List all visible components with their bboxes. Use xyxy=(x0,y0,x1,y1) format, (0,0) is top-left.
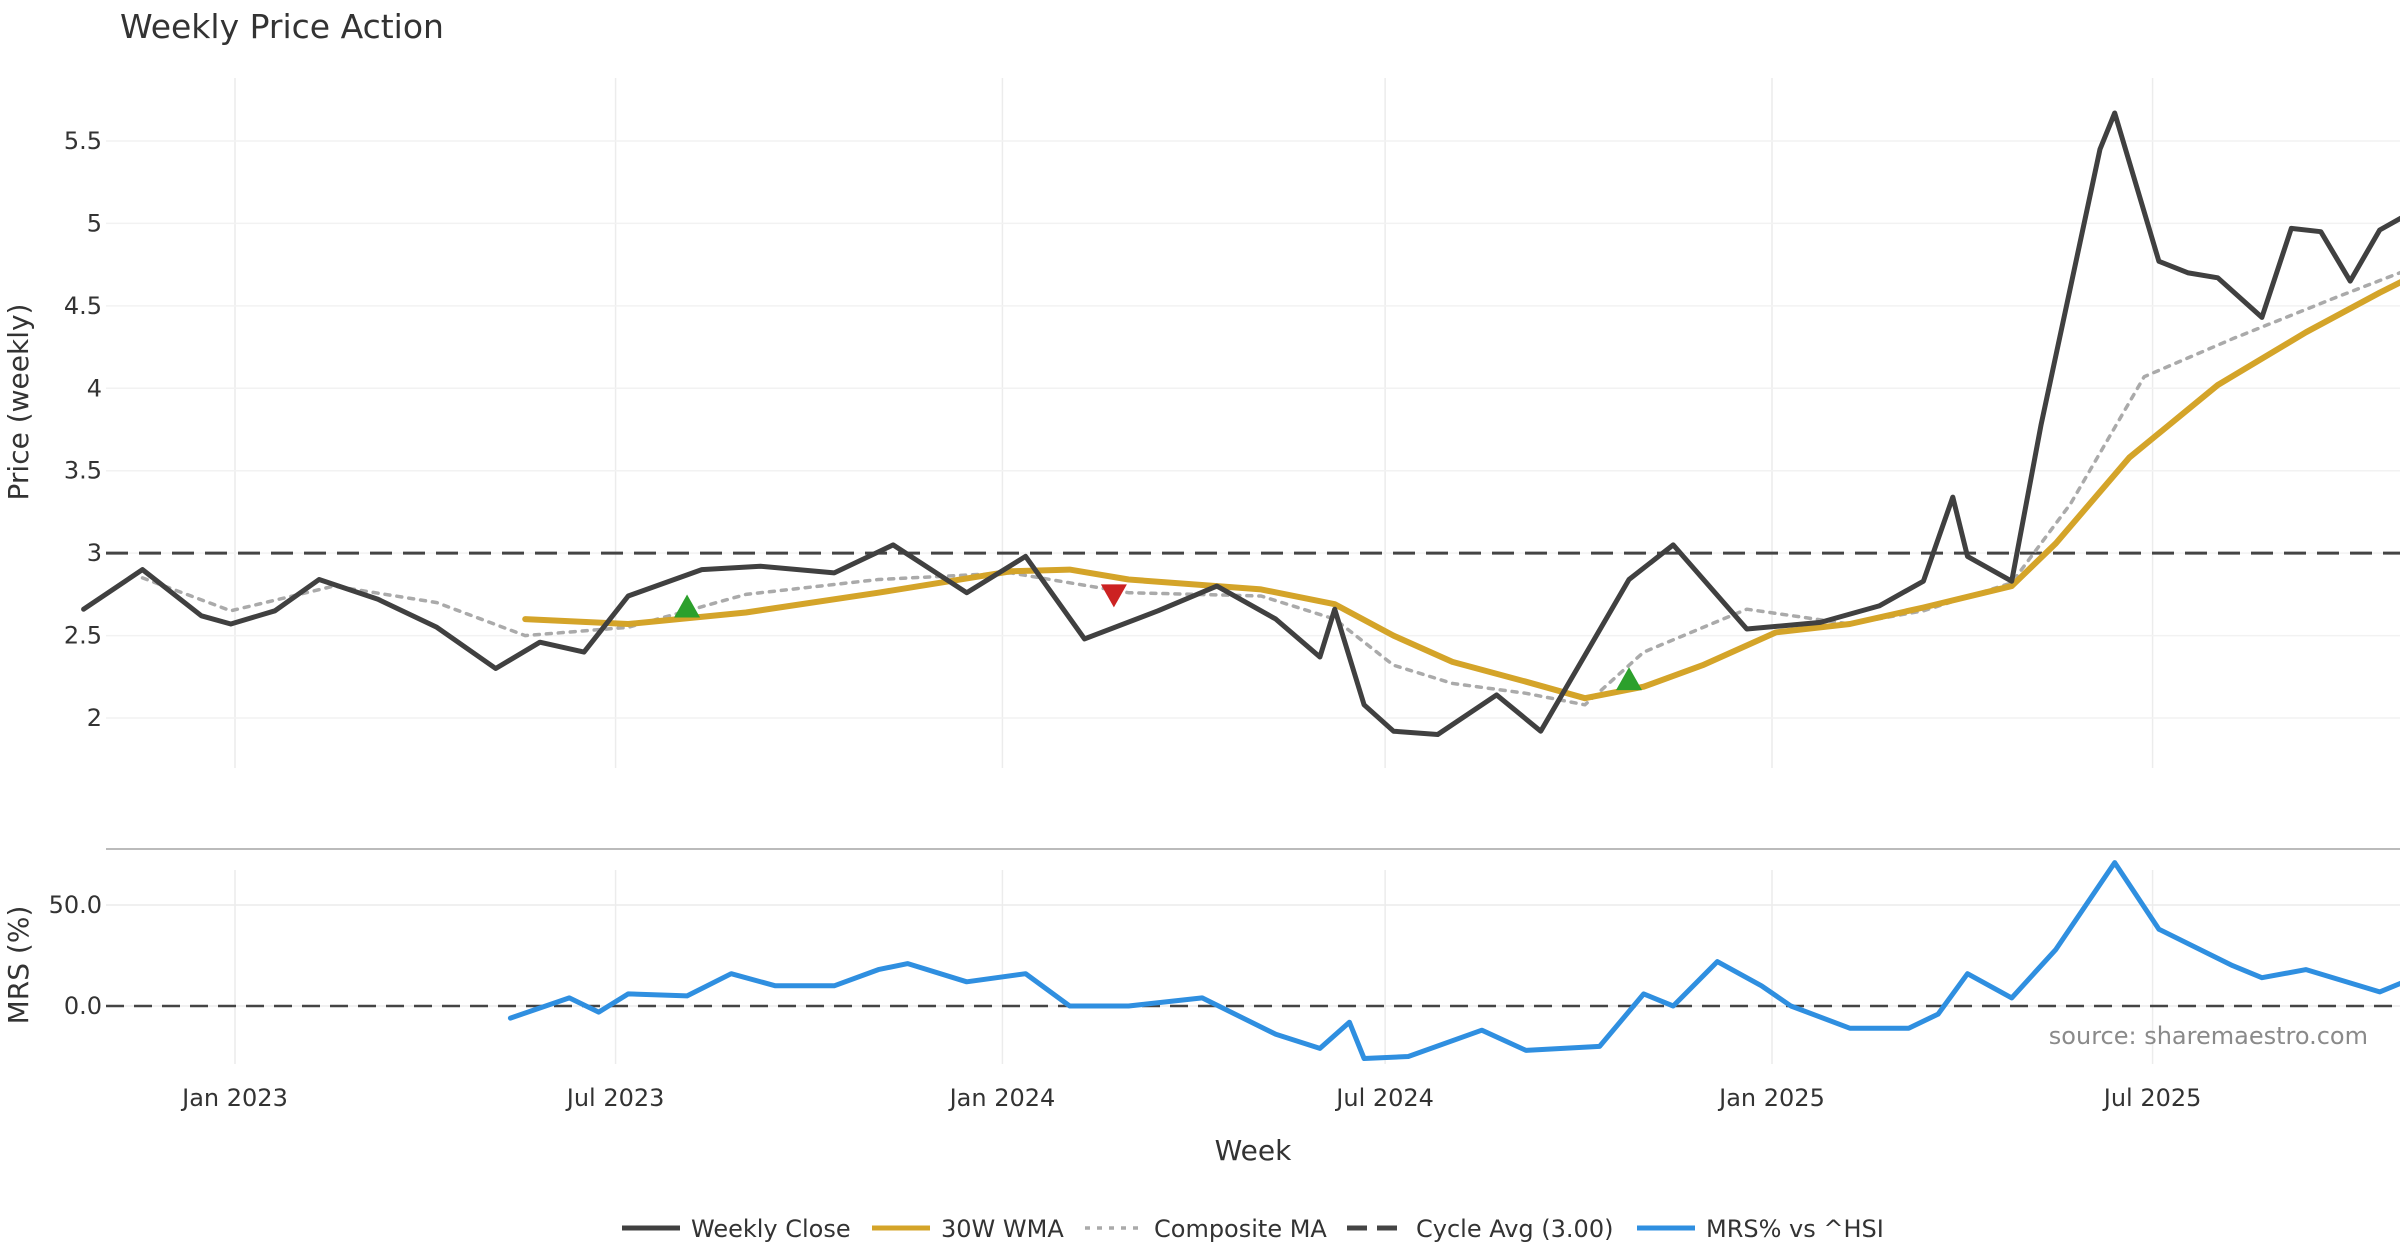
price-y-label: Price (weekly) xyxy=(2,304,35,501)
legend-item: 30W WMA xyxy=(872,1215,1064,1243)
legend: Weekly Close 30W WMA Composite MA Cycle Avg… xyxy=(622,1215,1884,1243)
x-tick-label: Jul 2023 xyxy=(565,1084,665,1112)
x-ticks: Jan 2023 Jul 2023 Jan 2024 Jul 2024 Jan 2025… xyxy=(180,1084,2201,1112)
legend-item: Composite MA xyxy=(1085,1215,1327,1243)
price-y-tick-label: 4.5 xyxy=(64,292,102,320)
price-y-tick-label: 3 xyxy=(87,539,102,567)
mrs-panel: 0.0 50.0 MRS (%) source: sharemaestro.com xyxy=(2,860,2400,1064)
x-tick-label: Jul 2024 xyxy=(1334,1084,1434,1112)
legend-item: Weekly Close xyxy=(622,1215,851,1243)
buy-signal-marker xyxy=(1616,667,1643,691)
price-y-tick-label: 5.5 xyxy=(64,127,102,155)
legend-label: Cycle Avg (3.00) xyxy=(1416,1215,1613,1243)
price-y-ticks: 2 2.5 3 3.5 4 4.5 5 5.5 xyxy=(64,127,102,732)
legend-label: Weekly Close xyxy=(691,1215,851,1243)
chart-title: Weekly Price Action xyxy=(120,7,444,46)
x-tick-label: Jan 2023 xyxy=(180,1084,288,1112)
mrs-y-ticks: 0.0 50.0 xyxy=(49,891,102,1020)
sell-signal-marker xyxy=(1100,584,1127,608)
legend-label: 30W WMA xyxy=(941,1215,1064,1243)
price-y-tick-label: 3.5 xyxy=(64,457,102,485)
price-y-tick-label: 2 xyxy=(87,704,102,732)
price-grid xyxy=(106,78,2400,768)
series-line-weekly-close xyxy=(81,110,2400,737)
price-panel: 2 2.5 3 3.5 4 4.5 5 5.5 Price (weekly) xyxy=(2,78,2400,768)
source-label: source: sharemaestro.com xyxy=(2049,1022,2368,1050)
signal-markers xyxy=(674,584,1643,691)
mrs-y-label: MRS (%) xyxy=(2,906,35,1025)
series-line-composite-ma xyxy=(140,270,2400,707)
mrs-y-tick-label: 0.0 xyxy=(64,992,102,1020)
x-tick-label: Jul 2025 xyxy=(2102,1084,2202,1112)
legend-item: MRS% vs ^HSI xyxy=(1637,1215,1884,1243)
x-axis-label: Week xyxy=(1215,1134,1292,1167)
buy-signal-marker xyxy=(674,594,701,618)
price-series xyxy=(81,110,2400,737)
price-y-tick-label: 5 xyxy=(87,209,102,237)
mrs-y-tick-label: 50.0 xyxy=(49,891,102,919)
x-tick-label: Jan 2024 xyxy=(948,1084,1056,1112)
series-line-30w-wma xyxy=(522,279,2400,702)
mrs-series xyxy=(507,860,2400,1061)
legend-label: MRS% vs ^HSI xyxy=(1706,1215,1884,1243)
series-line-mrs xyxy=(507,860,2400,1061)
legend-item: Cycle Avg (3.00) xyxy=(1347,1215,1613,1243)
price-y-tick-label: 4 xyxy=(87,374,102,402)
price-y-tick-label: 2.5 xyxy=(64,622,102,650)
legend-label: Composite MA xyxy=(1154,1215,1327,1243)
x-tick-label: Jan 2025 xyxy=(1717,1084,1825,1112)
